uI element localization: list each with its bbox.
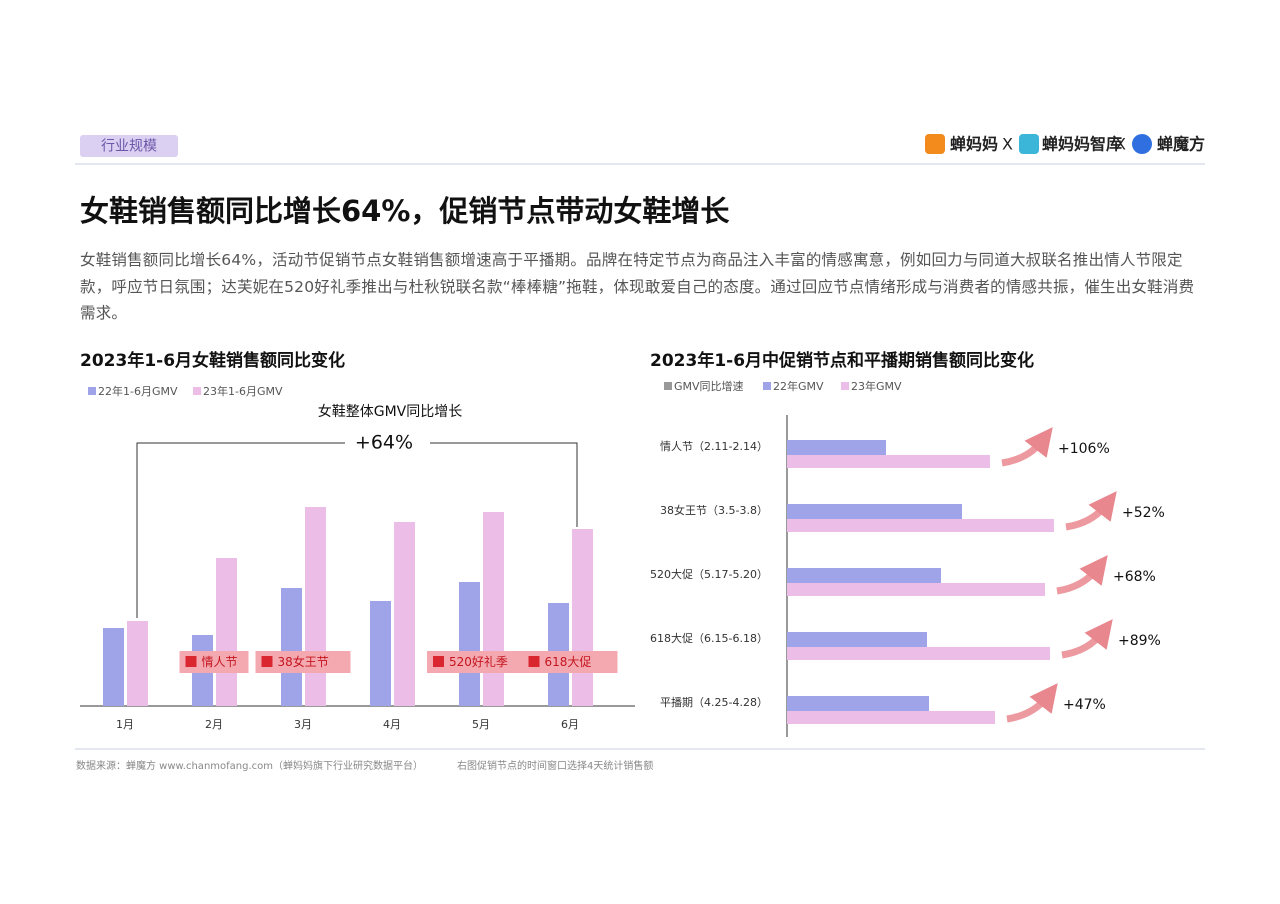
footer-note: 右图促销节点的时间窗口选择4天统计销售额 <box>457 759 653 772</box>
growth-label: +106% <box>1058 441 1110 457</box>
bar <box>459 582 480 706</box>
y-tick-label: 平播期（4.25-4.28） <box>660 695 768 709</box>
logo-sep: X <box>1115 135 1126 154</box>
chart-title: 2023年1-6月中促销节点和平播期销售额同比变化 <box>650 350 1034 371</box>
bar <box>787 583 1045 596</box>
legend-swatch <box>193 387 201 395</box>
chart-title: 2023年1-6月女鞋销售额同比变化 <box>80 350 345 371</box>
legend-swatch <box>88 387 96 395</box>
logo-icon <box>925 134 945 154</box>
bar <box>787 440 886 455</box>
bar <box>787 504 962 519</box>
tag: 行业规模 <box>101 139 157 155</box>
event-icon <box>433 656 444 667</box>
logo-sep: X <box>1002 135 1013 154</box>
annotation-value: +64% <box>355 432 413 454</box>
event-tag-bg <box>522 651 618 673</box>
legend-swatch <box>763 382 771 390</box>
bracket <box>430 442 578 527</box>
bar <box>572 529 593 706</box>
bar <box>370 601 391 706</box>
legend-swatch <box>664 382 672 390</box>
legend-label: 22年GMV <box>773 379 824 393</box>
x-tick-label: 4月 <box>383 718 401 731</box>
footer-source: 数据来源：蝉魔方 www.chanmofang.com（蝉妈妈旗下行业研究数据平… <box>76 759 423 772</box>
event-tag: 520好礼季 <box>449 654 508 669</box>
y-tick-label: 38女王节（3.5-3.8） <box>660 503 768 517</box>
legend-label: 23年GMV <box>851 379 902 393</box>
event-icon <box>185 656 197 667</box>
annotation-title: 女鞋整体GMV同比增长 <box>318 403 463 420</box>
x-tick-label: 3月 <box>294 718 312 731</box>
event-icon <box>261 656 273 667</box>
x-tick-label: 2月 <box>205 718 223 731</box>
legend-swatch <box>841 382 849 390</box>
bar <box>787 519 1054 532</box>
bar <box>281 588 302 706</box>
y-tick-label: 情人节（2.11-2.14） <box>660 440 768 453</box>
bar <box>787 647 1050 660</box>
legend-label: 23年1-6月GMV <box>203 384 283 398</box>
bar <box>787 455 990 468</box>
growth-label: +89% <box>1118 633 1161 649</box>
bar <box>127 621 148 706</box>
bar <box>483 512 504 706</box>
page-title: 女鞋销售额同比增长64%，促销节点带动女鞋增长 <box>80 194 730 228</box>
growth-arrow <box>1006 683 1058 723</box>
bar <box>787 568 941 583</box>
y-tick-label: 618大促（6.15-6.18） <box>650 631 768 645</box>
growth-label: +52% <box>1122 505 1165 521</box>
event-tag-bg <box>427 651 535 673</box>
growth-arrow <box>1056 555 1108 595</box>
bar <box>103 628 124 706</box>
legend-label: 22年1-6月GMV <box>98 384 178 398</box>
event-tag: 情人节 <box>202 655 238 669</box>
growth-arrow <box>1065 491 1117 531</box>
logo: 蝉魔方 <box>1157 135 1205 154</box>
bar <box>394 522 415 706</box>
bar <box>216 558 237 706</box>
growth-arrow <box>1061 619 1113 659</box>
growth-label: +47% <box>1063 697 1106 713</box>
y-tick-label: 520大促（5.17-5.20） <box>650 567 768 581</box>
bar <box>305 507 326 706</box>
bar <box>787 711 995 724</box>
x-tick-label: 6月 <box>561 718 579 731</box>
bracket <box>136 442 345 618</box>
growth-arrow <box>1001 427 1053 467</box>
logo: 蝉妈妈 <box>950 135 998 154</box>
growth-label: +68% <box>1113 569 1156 585</box>
bar <box>787 632 927 647</box>
x-tick-label: 1月 <box>116 718 134 731</box>
tag-bg <box>80 135 178 157</box>
logo-icon <box>1132 134 1152 154</box>
paragraph: 女鞋销售额同比增长64%，活动节促销节点女鞋销售额增速高于平播期。品牌在特定节点… <box>80 251 1195 322</box>
event-tag: 38女王节 <box>278 654 329 669</box>
event-tag-bg <box>255 651 351 673</box>
logo-icon <box>1019 134 1039 154</box>
legend-label: GMV同比增速 <box>674 379 744 393</box>
event-tag-bg <box>179 651 249 673</box>
event-tag: 618大促 <box>545 655 592 669</box>
x-tick-label: 5月 <box>472 718 490 731</box>
event-icon <box>528 656 540 667</box>
logo: 蝉妈妈智库 <box>1042 135 1122 154</box>
bar <box>787 696 929 711</box>
